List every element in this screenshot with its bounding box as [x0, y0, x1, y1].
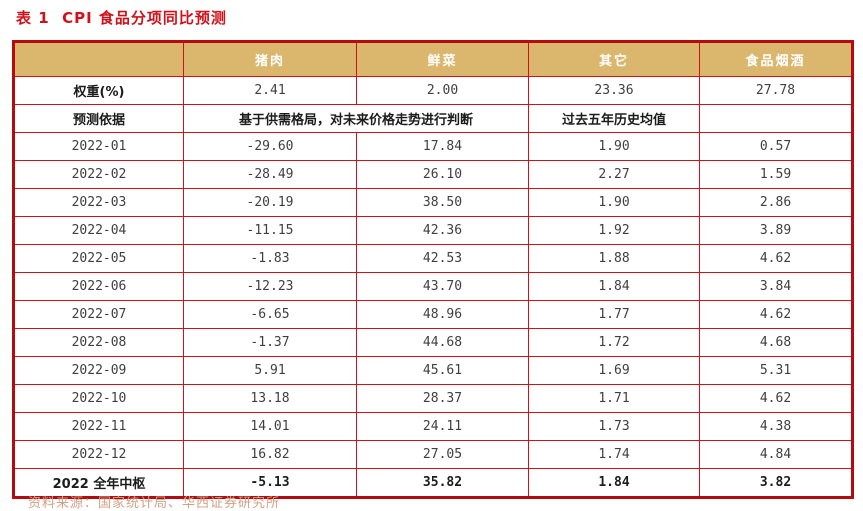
month-value: 1.73 [528, 412, 700, 441]
month-value: 38.50 [356, 188, 529, 217]
forecast-basis-row: 预测依据 基于供需格局，对未来价格走势进行判断 过去五年历史均值 [13, 104, 853, 133]
header-cell-empty [13, 41, 184, 77]
month-value: 1.90 [528, 132, 700, 161]
month-value: 1.77 [528, 300, 700, 329]
month-row: 2022-01 -29.60 17.84 1.90 0.57 [13, 132, 853, 161]
header-cell-pork: 猪肉 [183, 41, 357, 77]
month-value: -28.49 [183, 160, 357, 189]
month-row: 2022-09 5.91 45.61 1.69 5.31 [13, 356, 853, 385]
month-value: 4.62 [699, 384, 853, 413]
month-value: 42.53 [356, 244, 529, 273]
month-value: -29.60 [183, 132, 357, 161]
weight-row-label: 权重(%) [13, 76, 184, 105]
month-value: 1.72 [528, 328, 700, 357]
month-label: 2022-01 [13, 132, 184, 161]
weight-value-food: 27.78 [699, 76, 853, 105]
month-value: 17.84 [356, 132, 529, 161]
month-value: 0.57 [699, 132, 853, 161]
weight-value-vegetables: 2.00 [356, 76, 529, 105]
header-cell-vegetables: 鲜菜 [356, 41, 529, 77]
header-cell-other: 其它 [528, 41, 700, 77]
month-value: 44.68 [356, 328, 529, 357]
month-row: 2022-11 14.01 24.11 1.73 4.38 [13, 412, 853, 441]
month-value: 24.11 [356, 412, 529, 441]
month-value: -12.23 [183, 272, 357, 301]
basis-row-label: 预测依据 [13, 104, 184, 133]
month-value: 5.31 [699, 356, 853, 385]
month-row: 2022-06 -12.23 43.70 1.84 3.84 [13, 272, 853, 301]
month-value: 27.05 [356, 440, 529, 469]
summary-value-food: 3.82 [699, 468, 853, 498]
month-value: 13.18 [183, 384, 357, 413]
month-value: 16.82 [183, 440, 357, 469]
month-value: 4.38 [699, 412, 853, 441]
month-value: 3.84 [699, 272, 853, 301]
month-value: 1.71 [528, 384, 700, 413]
month-label: 2022-06 [13, 272, 184, 301]
month-value: -1.83 [183, 244, 357, 273]
summary-value-vegetables: 35.82 [356, 468, 529, 498]
summary-value-other: 1.84 [528, 468, 700, 498]
header-row: 猪肉 鲜菜 其它 食品烟酒 [13, 41, 853, 77]
basis-other: 过去五年历史均值 [528, 104, 700, 133]
weight-value-pork: 2.41 [183, 76, 357, 105]
month-value: 45.61 [356, 356, 529, 385]
month-row: 2022-02 -28.49 26.10 2.27 1.59 [13, 160, 853, 189]
month-label: 2022-02 [13, 160, 184, 189]
month-value: -1.37 [183, 328, 357, 357]
month-value: 4.68 [699, 328, 853, 357]
month-label: 2022-10 [13, 384, 184, 413]
month-value: -20.19 [183, 188, 357, 217]
month-row: 2022-05 -1.83 42.53 1.88 4.62 [13, 244, 853, 273]
month-value: 28.37 [356, 384, 529, 413]
month-label: 2022-03 [13, 188, 184, 217]
month-label: 2022-05 [13, 244, 184, 273]
summary-label: 2022 全年中枢 [13, 468, 184, 498]
month-label: 2022-07 [13, 300, 184, 329]
month-value: 26.10 [356, 160, 529, 189]
month-row: 2022-12 16.82 27.05 1.74 4.84 [13, 440, 853, 469]
month-value: 1.88 [528, 244, 700, 273]
month-row: 2022-10 13.18 28.37 1.71 4.62 [13, 384, 853, 413]
month-value: 14.01 [183, 412, 357, 441]
cpi-food-forecast-table: 猪肉 鲜菜 其它 食品烟酒 权重(%) 2.41 2.00 23.36 27.7… [12, 40, 854, 499]
month-value: 2.27 [528, 160, 700, 189]
month-value: 1.92 [528, 216, 700, 245]
source-note: 资料来源：国家统计局、华西证券研究所 [28, 496, 281, 511]
month-value: 43.70 [356, 272, 529, 301]
month-value: 5.91 [183, 356, 357, 385]
basis-pork-veg: 基于供需格局，对未来价格走势进行判断 [183, 104, 529, 133]
month-value: -11.15 [183, 216, 357, 245]
month-row: 2022-04 -11.15 42.36 1.92 3.89 [13, 216, 853, 245]
month-value: -6.65 [183, 300, 357, 329]
month-label: 2022-12 [13, 440, 184, 469]
month-value: 2.86 [699, 188, 853, 217]
month-label: 2022-09 [13, 356, 184, 385]
month-value: 1.69 [528, 356, 700, 385]
month-value: 1.74 [528, 440, 700, 469]
table-title: 表 1 CPI 食品分项同比预测 [16, 9, 227, 27]
month-value: 1.84 [528, 272, 700, 301]
month-value: 3.89 [699, 216, 853, 245]
month-value: 4.84 [699, 440, 853, 469]
month-row: 2022-07 -6.65 48.96 1.77 4.62 [13, 300, 853, 329]
month-value: 48.96 [356, 300, 529, 329]
month-row: 2022-08 -1.37 44.68 1.72 4.68 [13, 328, 853, 357]
month-label: 2022-11 [13, 412, 184, 441]
month-value: 1.59 [699, 160, 853, 189]
summary-value-pork: -5.13 [183, 468, 357, 498]
basis-food [699, 104, 853, 133]
month-label: 2022-08 [13, 328, 184, 357]
month-value: 4.62 [699, 244, 853, 273]
month-value: 4.62 [699, 300, 853, 329]
weight-row: 权重(%) 2.41 2.00 23.36 27.78 [13, 76, 853, 105]
month-value: 1.90 [528, 188, 700, 217]
header-cell-food-tobacco-alcohol: 食品烟酒 [699, 41, 853, 77]
month-row: 2022-03 -20.19 38.50 1.90 2.86 [13, 188, 853, 217]
month-label: 2022-04 [13, 216, 184, 245]
annual-summary-row: 2022 全年中枢 -5.13 35.82 1.84 3.82 [13, 468, 853, 498]
weight-value-other: 23.36 [528, 76, 700, 105]
month-value: 42.36 [356, 216, 529, 245]
